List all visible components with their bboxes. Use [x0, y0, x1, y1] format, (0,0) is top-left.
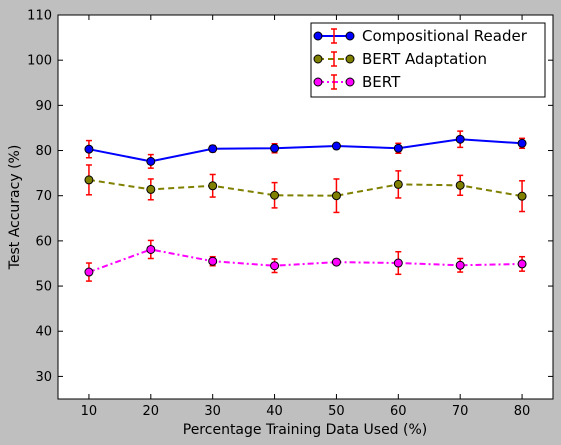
legend-marker — [345, 77, 355, 87]
data-point — [393, 258, 403, 268]
data-point — [331, 257, 341, 267]
data-point — [146, 184, 156, 194]
data-point — [331, 191, 341, 201]
data-point — [270, 261, 280, 271]
y-tick-label: 90 — [35, 99, 52, 114]
data-point — [331, 141, 341, 151]
series-line — [88, 178, 523, 198]
y-tick-label: 100 — [27, 54, 52, 69]
y-tick-label: 40 — [35, 325, 52, 340]
legend-marker — [345, 31, 355, 41]
data-point — [270, 190, 280, 200]
y-tick-label: 80 — [35, 144, 52, 159]
legend-marker — [313, 77, 323, 87]
data-point — [270, 143, 280, 153]
x-tick-label: 40 — [266, 404, 283, 419]
legend-marker — [345, 54, 355, 64]
y-tick-label: 70 — [35, 189, 52, 204]
data-point — [84, 267, 94, 277]
x-tick-label: 70 — [452, 404, 469, 419]
data-point — [84, 175, 94, 185]
plot-frame — [57, 14, 554, 400]
data-point — [455, 134, 465, 144]
x-tick-label: 80 — [514, 404, 531, 419]
data-point — [146, 244, 156, 254]
x-tick-label: 30 — [204, 404, 221, 419]
data-point — [393, 143, 403, 153]
y-tick-label: 50 — [35, 280, 52, 295]
data-point — [208, 181, 218, 191]
legend-label: BERT Adaptation — [362, 50, 487, 68]
data-point — [455, 260, 465, 270]
data-point — [517, 259, 527, 269]
y-axis-label: Test Accuracy (%) — [7, 145, 23, 271]
x-axis-label: Percentage Training Data Used (%) — [183, 422, 428, 438]
data-point — [393, 179, 403, 189]
data-point — [455, 180, 465, 190]
x-tick-label: 20 — [143, 404, 160, 419]
legend: Compositional Reader BERT Adaptation BERT — [310, 22, 546, 98]
series-line — [88, 138, 523, 163]
series-line — [88, 248, 523, 273]
legend-marker — [313, 54, 323, 64]
x-tick-label: 50 — [328, 404, 345, 419]
legend-label: BERT — [362, 73, 401, 91]
legend-marker — [313, 31, 323, 41]
series-layer — [84, 130, 527, 282]
legend-label: Compositional Reader — [362, 27, 528, 45]
series-bert — [84, 239, 527, 282]
data-point — [146, 156, 156, 166]
data-point — [517, 191, 527, 201]
x-tick-label: 10 — [81, 404, 98, 419]
series-compositional-reader — [84, 130, 527, 169]
ticks-layer: 10 20 30 40 50 60 70 80 30 40 50 60 70 80 90 100 110 — [27, 9, 553, 419]
data-point — [84, 144, 94, 154]
x-tick-label: 60 — [390, 404, 407, 419]
data-point — [517, 138, 527, 148]
data-point — [208, 144, 218, 154]
series-bert-adaptation — [84, 164, 527, 214]
y-tick-label: 110 — [27, 9, 52, 24]
data-point — [208, 256, 218, 266]
y-tick-label: 60 — [35, 234, 52, 249]
y-tick-label: 30 — [35, 370, 52, 385]
